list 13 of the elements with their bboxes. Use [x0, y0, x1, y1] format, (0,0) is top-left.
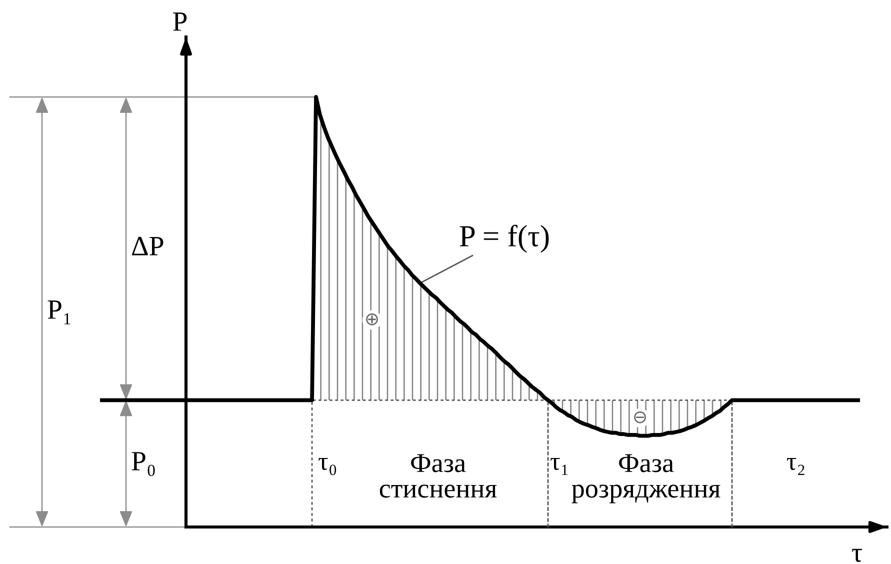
annotation: τ₁ [550, 458, 568, 475]
annotation: ΔP [132, 236, 164, 256]
x-axis-title: τ [852, 548, 862, 562]
annotation: τ₂ [786, 458, 804, 475]
annotation: ⊕ [366, 313, 378, 326]
annotation: τ₀ [318, 458, 336, 476]
annotation: Фаза стиснення [380, 454, 497, 498]
annotation: P₀ [132, 452, 155, 476]
annotation: Фаза розрядження [572, 454, 720, 504]
series-label: P = f(τ) [460, 224, 549, 253]
annotation: ⊖ [634, 411, 646, 424]
y-axis-title: P [173, 12, 187, 31]
text: P₁ [48, 300, 70, 324]
